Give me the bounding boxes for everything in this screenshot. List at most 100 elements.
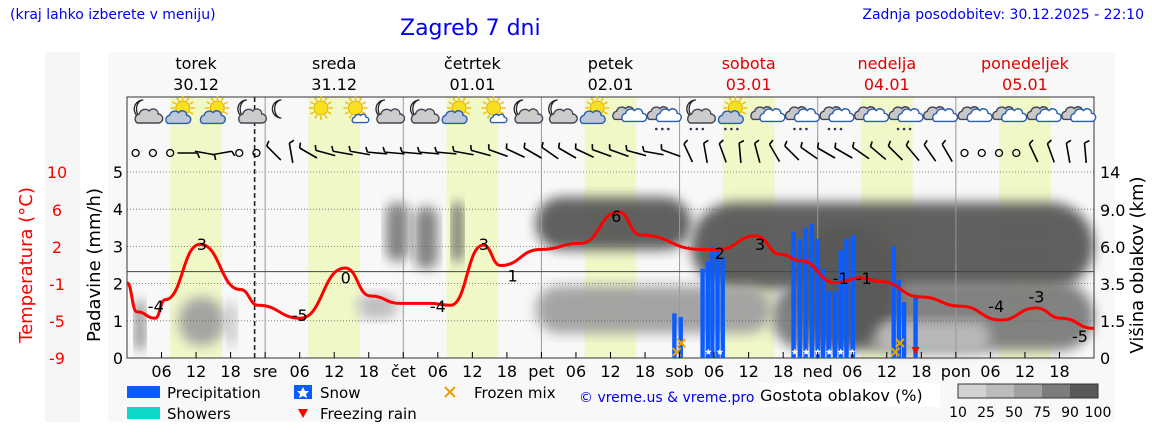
day-headers: torek 30.12 sreda 31.12 četrtek 01.01 petek 02.… bbox=[173, 54, 1069, 94]
precipitation-bar bbox=[913, 294, 918, 358]
snow-marker-icon bbox=[814, 348, 821, 355]
colorbar-frame bbox=[957, 383, 1099, 399]
wind-barb-icon bbox=[487, 144, 508, 158]
wind-barb-icon bbox=[434, 146, 457, 155]
sun-cloud-icon bbox=[441, 96, 472, 125]
snow-star-icon bbox=[297, 387, 309, 398]
wind-barb-icon bbox=[288, 139, 295, 163]
freezing-rain-icon bbox=[298, 409, 308, 418]
temperature-label: 3 bbox=[197, 235, 207, 254]
snowflake-icon bbox=[827, 127, 831, 131]
wind-barb-icon bbox=[505, 143, 525, 158]
wind-calm-icon bbox=[1012, 148, 1021, 158]
temp-tick: 10 bbox=[47, 163, 67, 182]
temperature-label: -4 bbox=[430, 297, 446, 316]
wind-barb-icon bbox=[399, 146, 422, 155]
cloud-height-axis-title: Višina oblakov (km) bbox=[1127, 176, 1148, 353]
cloud-icon bbox=[992, 106, 1028, 123]
grid bbox=[127, 97, 1094, 358]
wind-barbs bbox=[131, 139, 1090, 164]
precipitation-bar bbox=[809, 224, 815, 358]
wind-calm-icon bbox=[148, 148, 158, 158]
day-date: 03.01 bbox=[726, 75, 772, 94]
colorbar-tick: 10 bbox=[949, 405, 967, 421]
temperature-label: -1 bbox=[833, 269, 849, 288]
day-date: 30.12 bbox=[173, 75, 219, 94]
colorbar-tick: 90 bbox=[1061, 405, 1079, 421]
snow-marker-icon bbox=[705, 348, 712, 355]
snowflake-icon bbox=[667, 127, 670, 131]
wind-barb-icon bbox=[869, 141, 887, 161]
temperature-label: 3 bbox=[755, 235, 765, 254]
precipitation-bar bbox=[838, 250, 843, 358]
temp-tick: 2 bbox=[52, 238, 62, 257]
moon-cloud-icon bbox=[513, 99, 544, 124]
wind-barb-icon bbox=[416, 146, 440, 155]
wind-barb-icon bbox=[211, 150, 236, 157]
legend-snow: Snow bbox=[320, 384, 360, 402]
snowflake-icon bbox=[689, 127, 693, 131]
legend-showers: Showers bbox=[167, 405, 231, 423]
cloud-cover-area bbox=[386, 202, 410, 262]
wind-barb-icon bbox=[718, 139, 727, 163]
wind-barb-icon bbox=[683, 139, 694, 163]
snowflake-icon bbox=[833, 127, 837, 131]
legend-precipitation: Precipitation bbox=[167, 384, 261, 402]
x-tick-label: 18 bbox=[359, 362, 379, 381]
day-name: sreda bbox=[312, 54, 356, 73]
temperature-label: -1 bbox=[856, 269, 872, 288]
wind-barb-icon bbox=[348, 145, 371, 156]
wind-barb-icon bbox=[784, 140, 800, 161]
temperature-line bbox=[125, 210, 1095, 330]
wind-barb-icon bbox=[574, 143, 594, 158]
location-hint[interactable]: (kraj lahko izberete v meniju) bbox=[10, 7, 216, 23]
wind-barb-icon bbox=[738, 139, 745, 164]
x-tick-label: sob bbox=[665, 362, 693, 381]
legend-frozen-mix: Frozen mix bbox=[474, 384, 556, 402]
daylight-band bbox=[308, 97, 361, 358]
snowflake-icon bbox=[701, 127, 705, 131]
cloud-density-label: Gostota oblakov (%) bbox=[760, 386, 923, 405]
x-tick-label: 12 bbox=[186, 362, 206, 381]
cloud-snow-icon bbox=[888, 106, 924, 131]
x-tick-label: 06 bbox=[289, 362, 309, 381]
wind-barb-icon bbox=[834, 142, 853, 159]
precip-tick: 2 bbox=[113, 275, 123, 294]
day-date: 31.12 bbox=[311, 75, 357, 94]
cloud-height-tick: 1.5 bbox=[1100, 312, 1125, 331]
wind-calm-icon bbox=[252, 148, 261, 158]
cloud-snow-icon bbox=[819, 106, 855, 131]
wind-barb-icon bbox=[365, 146, 388, 155]
colorbar-tick: 100 bbox=[1085, 405, 1112, 421]
credit-link[interactable]: © vreme.us & vreme.pro bbox=[579, 390, 754, 406]
wind-barb-icon bbox=[265, 140, 282, 161]
weather-icons bbox=[133, 96, 1097, 131]
temp-tick: -5 bbox=[49, 312, 65, 331]
wind-barb-icon bbox=[557, 142, 577, 159]
precipitation-bar bbox=[844, 238, 849, 358]
cloud-cover-area bbox=[227, 302, 237, 346]
frozen-mix-marker-icon bbox=[890, 347, 901, 357]
x-tick-label: 12 bbox=[462, 362, 482, 381]
x-tick-label: čet bbox=[391, 362, 416, 381]
cloud-icon bbox=[853, 106, 890, 123]
sun-icon bbox=[308, 96, 333, 120]
precip-tick: 5 bbox=[113, 163, 123, 182]
snow-marker-icon bbox=[848, 348, 856, 355]
x-tick-label: pon bbox=[941, 362, 971, 381]
snowflake-icon bbox=[896, 127, 900, 131]
wind-barb-icon bbox=[541, 141, 559, 160]
x-tick-label: sre bbox=[253, 362, 277, 381]
cloud-icon bbox=[750, 106, 786, 123]
sun-small-cloud-icon bbox=[481, 96, 508, 124]
temperature-label: -5 bbox=[1072, 327, 1088, 346]
wind-calm-icon bbox=[166, 148, 175, 158]
moon-cloud-snow-icon bbox=[686, 99, 717, 131]
precipitation-bar bbox=[705, 261, 710, 358]
temperature-label: 6 bbox=[611, 207, 621, 226]
frozen-mix-marker-icon bbox=[895, 338, 905, 348]
cloud-height-tick: 0 bbox=[1100, 349, 1110, 368]
freezing-rain-marker-icon bbox=[911, 347, 920, 355]
snowflake-icon bbox=[902, 127, 906, 131]
temperature-label: -4 bbox=[988, 297, 1004, 316]
